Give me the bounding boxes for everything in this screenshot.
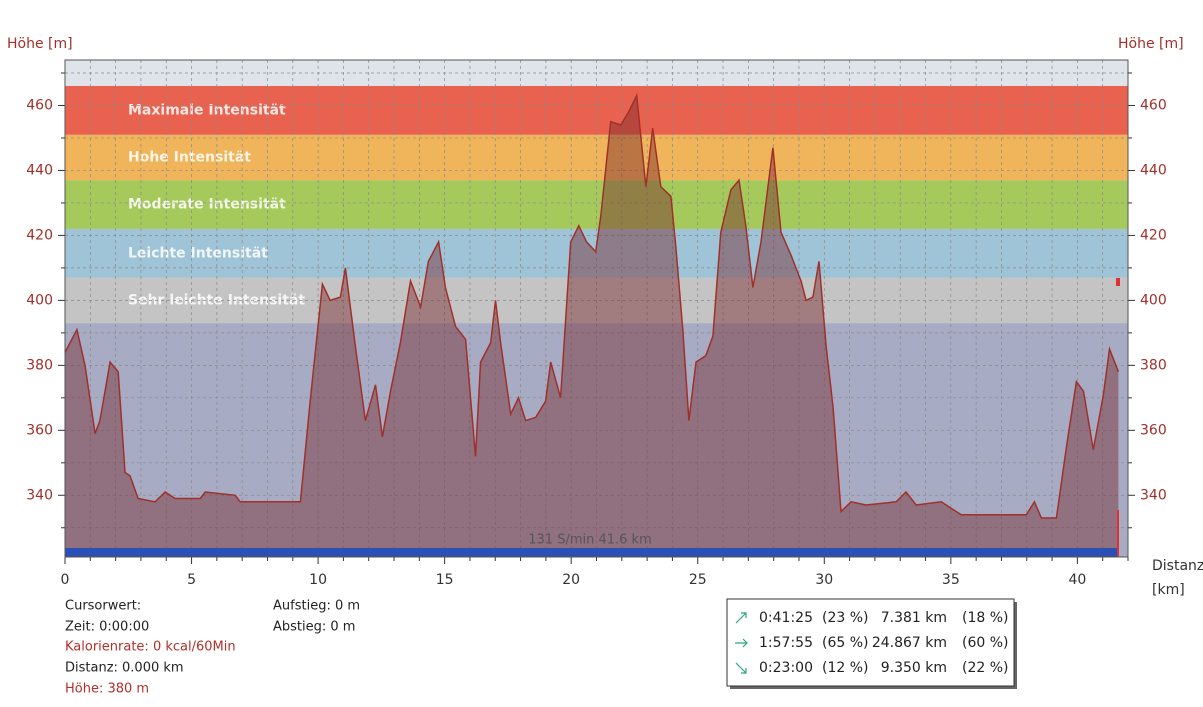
y-tick-label: 400 — [26, 292, 53, 308]
y-tick-label: 340 — [26, 487, 53, 503]
info-time: Zeit: 0:00:00 — [65, 620, 149, 635]
stats-cell: 9.350 km — [881, 660, 947, 676]
y-tick-label: 440 — [26, 162, 53, 178]
zone-label: Leichte Intensität — [128, 245, 268, 261]
x-axis-unit: [km] — [1152, 582, 1185, 598]
elevation-line — [64, 93, 1120, 519]
x-tick-label: 15 — [436, 572, 454, 588]
y-axis-label: Höhe [m] — [7, 36, 73, 52]
stats-cell: (18 %) — [962, 610, 1009, 626]
icon-up — [735, 612, 747, 624]
info-descent: Abstieg: 0 m — [273, 620, 355, 635]
stats-box — [726, 598, 1015, 687]
info-calories: Kalorienrate: 0 kcal/60Min — [65, 640, 236, 655]
y2-tick-label: 340 — [1140, 487, 1167, 503]
stats-cell: (65 %) — [822, 635, 869, 651]
icon-down — [735, 662, 747, 674]
info-distance: Distanz: 0.000 km — [65, 661, 184, 676]
annotation: 131 S/min 41.6 km — [528, 533, 652, 548]
x-tick-label: 10 — [309, 572, 327, 588]
zone-label: Moderate Intensität — [128, 197, 286, 213]
zone-label: Hohe Intensität — [128, 149, 251, 165]
stats-cell: (23 %) — [822, 610, 869, 626]
track-bar — [65, 548, 1117, 557]
x-tick-label: 0 — [61, 572, 70, 588]
y2-tick-label: 380 — [1140, 357, 1167, 373]
info-height: Höhe: 380 m — [65, 682, 149, 697]
x-tick-label: 40 — [1068, 572, 1086, 588]
stats-rows: 0:41:25 (23 %) 7.381 km (18 %) 1:57:55 (65 %)… — [759, 610, 1009, 676]
icon-flat — [735, 638, 748, 648]
grid — [58, 60, 1135, 564]
stats-cell: 1:57:55 — [759, 635, 813, 651]
x-axis-label: Distanz — [1152, 558, 1203, 574]
y2-tick-label: 420 — [1140, 227, 1167, 243]
y-tick-label: 360 — [26, 422, 53, 438]
stats-cell: (60 %) — [962, 635, 1009, 651]
stats-cell: 7.381 km — [881, 610, 947, 626]
zone-label: Maximale Intensität — [128, 102, 286, 118]
x-tick-label: 5 — [187, 572, 196, 588]
plot-frame — [64, 59, 1129, 558]
y2-tick-label: 360 — [1140, 422, 1167, 438]
info-ascent: Aufstieg: 0 m — [273, 599, 360, 614]
profile — [64, 93, 1120, 557]
stats-cell: (12 %) — [822, 660, 869, 676]
stats-cell: 24.867 km — [872, 635, 947, 651]
y2-tick-label: 440 — [1140, 162, 1167, 178]
y-tick-label: 460 — [26, 97, 53, 113]
x-tick-label: 30 — [815, 572, 833, 588]
x-tick-label: 25 — [689, 572, 707, 588]
stats-cell: 0:23:00 — [759, 660, 813, 676]
y2-tick-label: 460 — [1140, 97, 1167, 113]
elevation-area — [65, 95, 1119, 557]
y2-axis-label: Höhe [m] — [1118, 36, 1184, 52]
stats-cell: (22 %) — [962, 660, 1009, 676]
y2-tick-label: 400 — [1140, 292, 1167, 308]
stats-cell: 0:41:25 — [759, 610, 813, 626]
x-tick-label: 20 — [562, 572, 580, 588]
stats-icons — [735, 612, 748, 674]
info-cursor: Cursorwert: — [65, 599, 141, 614]
y-tick-label: 420 — [26, 227, 53, 243]
y-tick-label: 380 — [26, 357, 53, 373]
cursor-marker — [1116, 278, 1120, 286]
x-tick-label: 35 — [942, 572, 960, 588]
